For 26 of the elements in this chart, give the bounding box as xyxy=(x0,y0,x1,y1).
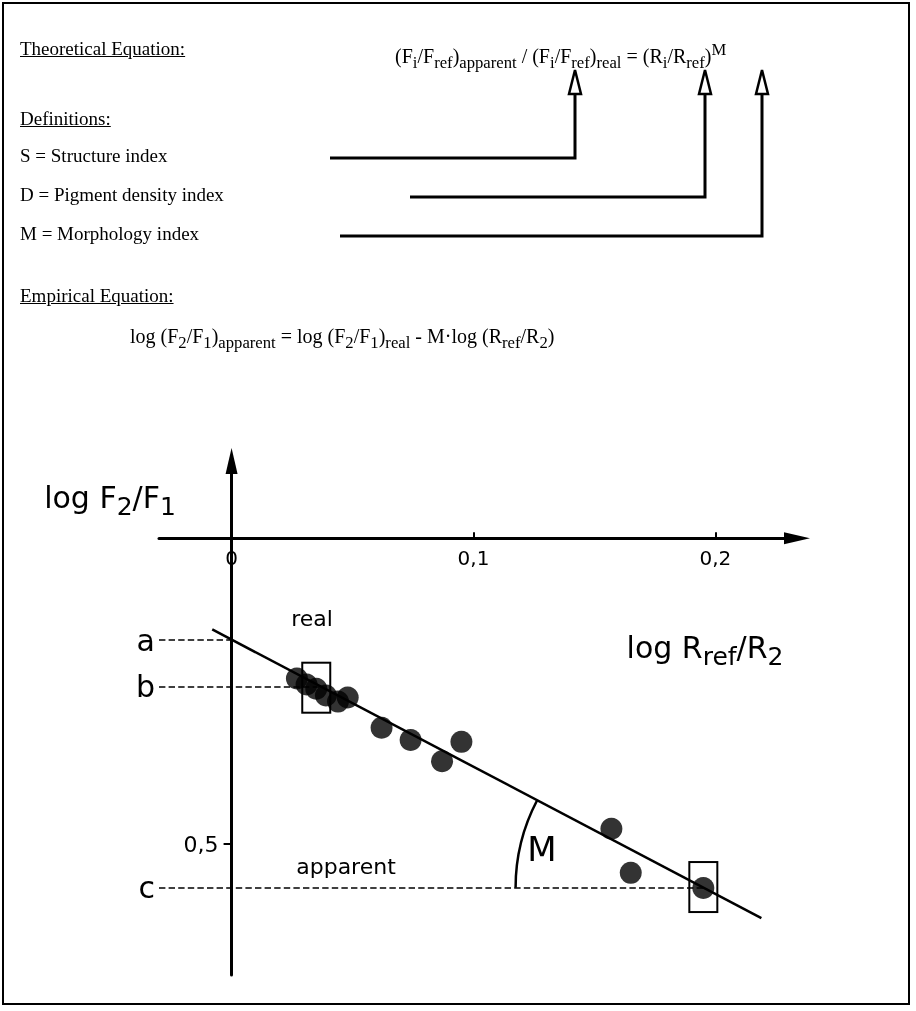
annotation: M xyxy=(527,829,557,869)
text: (F$_{i}$/F$_{ref}$)$_{apparent}$ / (F$_{i}$/F$_{ref}$)$_{real}$ = (R$_{i}$/R$_{ref}$)$^{M}$ xyxy=(395,40,727,72)
point xyxy=(619,861,642,884)
x-axis-title: log R$_{ref}$/R$_{2}$ xyxy=(626,629,784,671)
point xyxy=(600,817,623,840)
y-axis-title: log F$_{2}$/F$_{1}$ xyxy=(44,479,176,521)
text: Definitions: xyxy=(20,108,111,130)
text: Theoretical Equation: xyxy=(20,38,186,60)
point xyxy=(399,728,422,751)
point xyxy=(370,716,393,739)
text: log (F$_{2}$/F$_{1}$)$_{apparent}$ = log (F$_{2}$/F$_{1}$)$_{real}$ - M·log (R$_{ref}$/R$_{2}$) xyxy=(130,325,555,352)
point xyxy=(336,686,359,709)
text: S = Structure index xyxy=(20,145,168,167)
x-tick-label: 0,2 xyxy=(699,546,732,571)
annotation: apparent xyxy=(296,853,396,879)
point xyxy=(431,750,454,773)
annotation: real xyxy=(291,605,333,631)
point xyxy=(450,730,473,753)
annotation: 0,5 xyxy=(183,831,219,857)
ref-line-label: b xyxy=(135,668,155,704)
text: D = Pigment density index xyxy=(20,184,224,206)
x-tick-label: 0,1 xyxy=(457,546,490,571)
ref-line-label: c xyxy=(138,870,155,906)
text: Empirical Equation: xyxy=(20,285,174,307)
text: M = Morphology index xyxy=(20,223,200,245)
ref-line-label: a xyxy=(136,622,155,658)
